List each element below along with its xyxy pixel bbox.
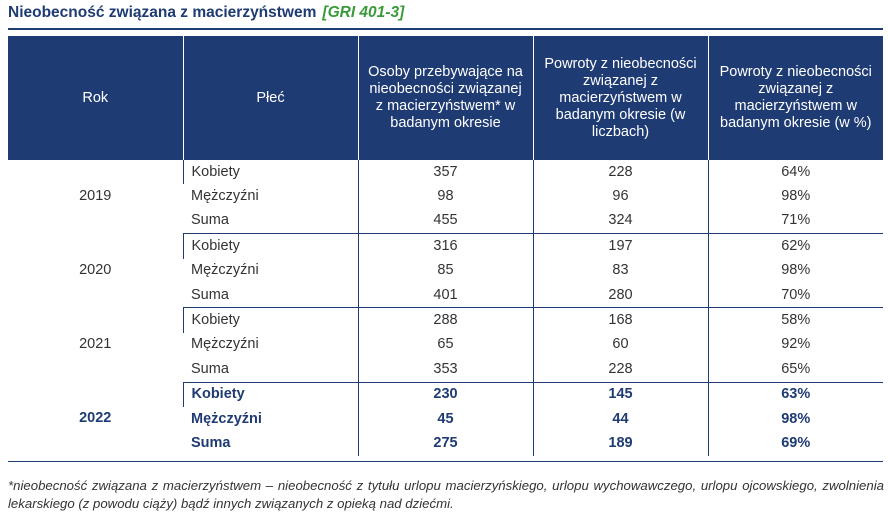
returns-cell: 83: [532, 258, 708, 283]
header-returns-percent: Powroty z nieobecności związanej z macie…: [707, 36, 883, 160]
year-group-2021: 2021 Kobiety 288 168 58% Mężczyźni 65 60…: [8, 307, 883, 383]
returns-cell: 280: [532, 282, 708, 309]
gender-cell: Kobiety: [182, 160, 358, 185]
returns-cell: 197: [532, 233, 708, 259]
table-bottom-rule: [8, 461, 883, 462]
table-row: Suma 353 228 65%: [8, 357, 883, 383]
header-on-leave: Osoby przebywające na nieobecności związ…: [357, 36, 533, 160]
returns-cell: 324: [532, 208, 708, 235]
returns-pct-cell: 65%: [707, 357, 883, 383]
gender-cell: Kobiety: [182, 233, 358, 259]
on-leave-cell: 357: [357, 160, 533, 185]
year-group-2019: 2019 Kobiety 357 228 64% Mężczyźni 98 96…: [8, 160, 883, 235]
on-leave-cell: 65: [357, 332, 533, 358]
on-leave-cell: 98: [357, 184, 533, 209]
table-row: Mężczyźni 65 60 92%: [8, 332, 883, 358]
on-leave-cell: 85: [357, 258, 533, 283]
returns-pct-cell: 69%: [707, 431, 883, 456]
header-returns-count: Powroty z nieobecności związanej z macie…: [532, 36, 708, 160]
title-underline: [8, 28, 883, 30]
table-row: Mężczyźni 85 83 98%: [8, 258, 883, 283]
gender-cell: Mężczyźni: [191, 410, 262, 427]
page-title: Nieobecność związana z macierzyństwem [GR…: [8, 4, 404, 22]
header-year: Rok: [8, 36, 183, 160]
table-row: Mężczyźni 98 96 98%: [8, 184, 883, 209]
on-leave-cell: 455: [357, 208, 533, 235]
returns-pct-cell: 70%: [707, 282, 883, 309]
gender-cell: Suma: [183, 282, 358, 309]
returns-pct-cell: 58%: [707, 307, 883, 333]
header-gender: Płeć: [182, 36, 358, 160]
maternity-leave-table: Rok Płeć Osoby przebywające na nieobecno…: [8, 36, 883, 456]
year-cell: 2019: [79, 188, 112, 205]
returns-pct-cell: 63%: [707, 382, 883, 407]
year-cell: 2022: [79, 410, 112, 427]
returns-pct-cell: 98%: [707, 406, 883, 432]
year-group-2020: 2020 Kobiety 316 197 62% Mężczyźni 85 83…: [8, 233, 883, 309]
gri-reference: [GRI 401-3]: [322, 4, 405, 21]
on-leave-cell: 316: [357, 233, 533, 259]
gender-cell: Suma: [183, 357, 358, 383]
table-row: Mężczyźni 45 44 98%: [8, 406, 883, 432]
table-row: Suma 275 189 69%: [8, 431, 883, 456]
returns-cell: 96: [532, 184, 708, 209]
table-row: 2022 Kobiety 230 145 63%: [8, 382, 883, 426]
returns-cell: 228: [532, 160, 708, 185]
returns-cell: 228: [532, 357, 708, 383]
table-header-row: Rok Płeć Osoby przebywające na nieobecno…: [8, 36, 883, 160]
footnote: *nieobecność związana z macierzyństwem –…: [8, 478, 884, 511]
gender-cell: Suma: [191, 434, 231, 451]
year-cell: 2021: [79, 336, 112, 353]
returns-cell: 145: [532, 382, 708, 407]
returns-cell: 60: [532, 332, 708, 358]
returns-cell: 168: [532, 307, 708, 333]
on-leave-cell: 401: [357, 282, 533, 309]
year-group-2022: 2022 Kobiety 230 145 63% Mężczyźni 45 44…: [8, 382, 883, 456]
on-leave-cell: 230: [357, 382, 533, 407]
table-row: 2021 Kobiety 288 168 58%: [8, 307, 883, 352]
returns-pct-cell: 64%: [707, 160, 883, 185]
table-row: Suma 455 324 71%: [8, 208, 883, 235]
returns-pct-cell: 62%: [707, 233, 883, 259]
table-row: 2019 Kobiety 357 228 64%: [8, 160, 883, 204]
returns-pct-cell: 98%: [707, 184, 883, 209]
returns-pct-cell: 92%: [707, 332, 883, 358]
returns-cell: 189: [532, 431, 708, 456]
gender-cell: Mężczyźni: [191, 262, 259, 279]
gender-cell: Mężczyźni: [191, 188, 259, 205]
title-text: Nieobecność związana z macierzyństwem: [8, 4, 317, 21]
gender-cell: Suma: [183, 208, 358, 235]
returns-pct-cell: 98%: [707, 258, 883, 283]
table-row: Suma 401 280 70%: [8, 282, 883, 309]
returns-pct-cell: 71%: [707, 208, 883, 235]
on-leave-cell: 45: [357, 406, 533, 432]
gender-cell: Kobiety: [182, 307, 358, 333]
table-row: 2020 Kobiety 316 197 62%: [8, 233, 883, 278]
on-leave-cell: 353: [357, 357, 533, 383]
on-leave-cell: 275: [357, 431, 533, 456]
gender-cell: Mężczyźni: [191, 336, 259, 353]
returns-cell: 44: [532, 406, 708, 432]
year-cell: 2020: [79, 262, 112, 279]
gender-cell: Kobiety: [182, 382, 358, 407]
on-leave-cell: 288: [357, 307, 533, 333]
